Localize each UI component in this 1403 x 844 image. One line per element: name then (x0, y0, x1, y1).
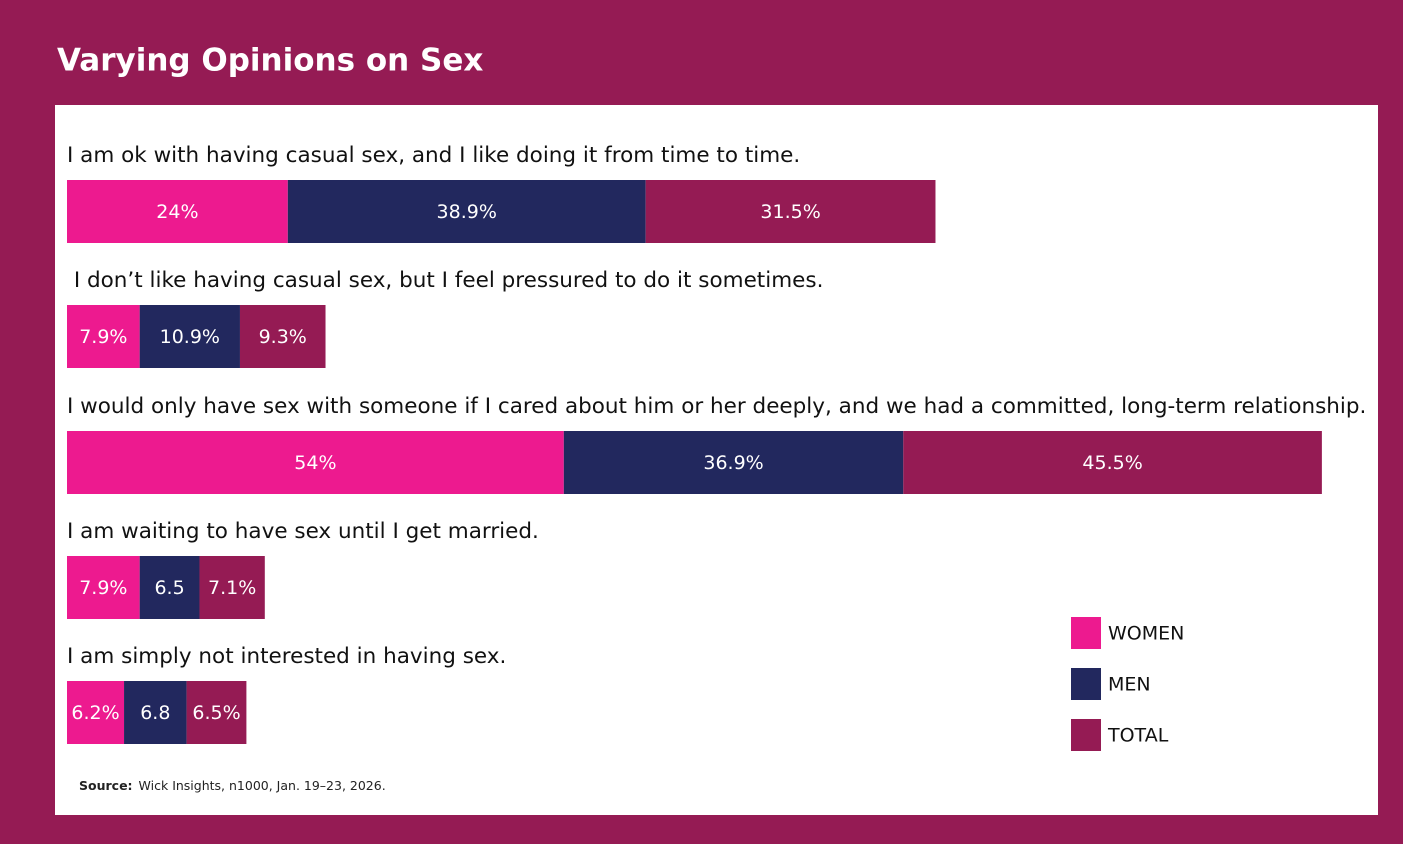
source: Source: Wick Insights, n1000, Jan. 19–23,… (79, 778, 386, 793)
bar-segment (645, 180, 936, 243)
bar-segment (563, 431, 904, 494)
value-label: 36.9% (703, 452, 763, 474)
value-label: 6.8 (140, 702, 170, 724)
category-label: I am waiting to have sex until I get mar… (67, 519, 539, 544)
value-label: 7.9% (79, 326, 127, 348)
category-label: I would only have sex with someone if I … (67, 394, 1366, 419)
value-label: 31.5% (760, 201, 820, 223)
value-label: 38.9% (437, 201, 497, 223)
value-label: 54% (294, 452, 336, 474)
legend-swatch (1071, 668, 1101, 700)
bar-segment (239, 305, 326, 368)
source-label: Source: (79, 778, 133, 793)
bar-segment (124, 681, 187, 744)
bar-segment (67, 180, 288, 243)
value-label: 7.9% (79, 577, 127, 599)
bar-segment (903, 431, 1322, 494)
bar-segment (186, 681, 247, 744)
category-label: I am ok with having casual sex, and I li… (67, 143, 800, 168)
legend-label: TOTAL (1107, 725, 1169, 747)
category-label: I don’t like having casual sex, but I fe… (67, 268, 823, 293)
legend-swatch (1071, 617, 1101, 649)
category-label: I am simply not interested in having sex… (67, 644, 506, 669)
bar-segment (67, 305, 140, 368)
bar-segment (199, 556, 265, 619)
value-label: 6.5% (192, 702, 240, 724)
bar-segment (67, 431, 564, 494)
value-label: 45.5% (1082, 452, 1142, 474)
value-label: 7.1% (208, 577, 256, 599)
value-label: 6.5 (154, 577, 184, 599)
value-label: 6.2% (71, 702, 119, 724)
bar-segment (139, 305, 240, 368)
value-label: 24% (156, 201, 198, 223)
bar-segment (287, 180, 646, 243)
bar-segment (67, 556, 140, 619)
bar-segment (67, 681, 125, 744)
bar-segment (139, 556, 200, 619)
value-label: 10.9% (160, 326, 220, 348)
legend-label: MEN (1108, 674, 1151, 696)
source-text: Wick Insights, n1000, Jan. 19–23, 2026. (139, 778, 386, 793)
legend-swatch (1071, 719, 1101, 751)
value-label: 9.3% (259, 326, 307, 348)
legend-label: WOMEN (1108, 623, 1184, 645)
chart-title: Varying Opinions on Sex (57, 43, 483, 79)
